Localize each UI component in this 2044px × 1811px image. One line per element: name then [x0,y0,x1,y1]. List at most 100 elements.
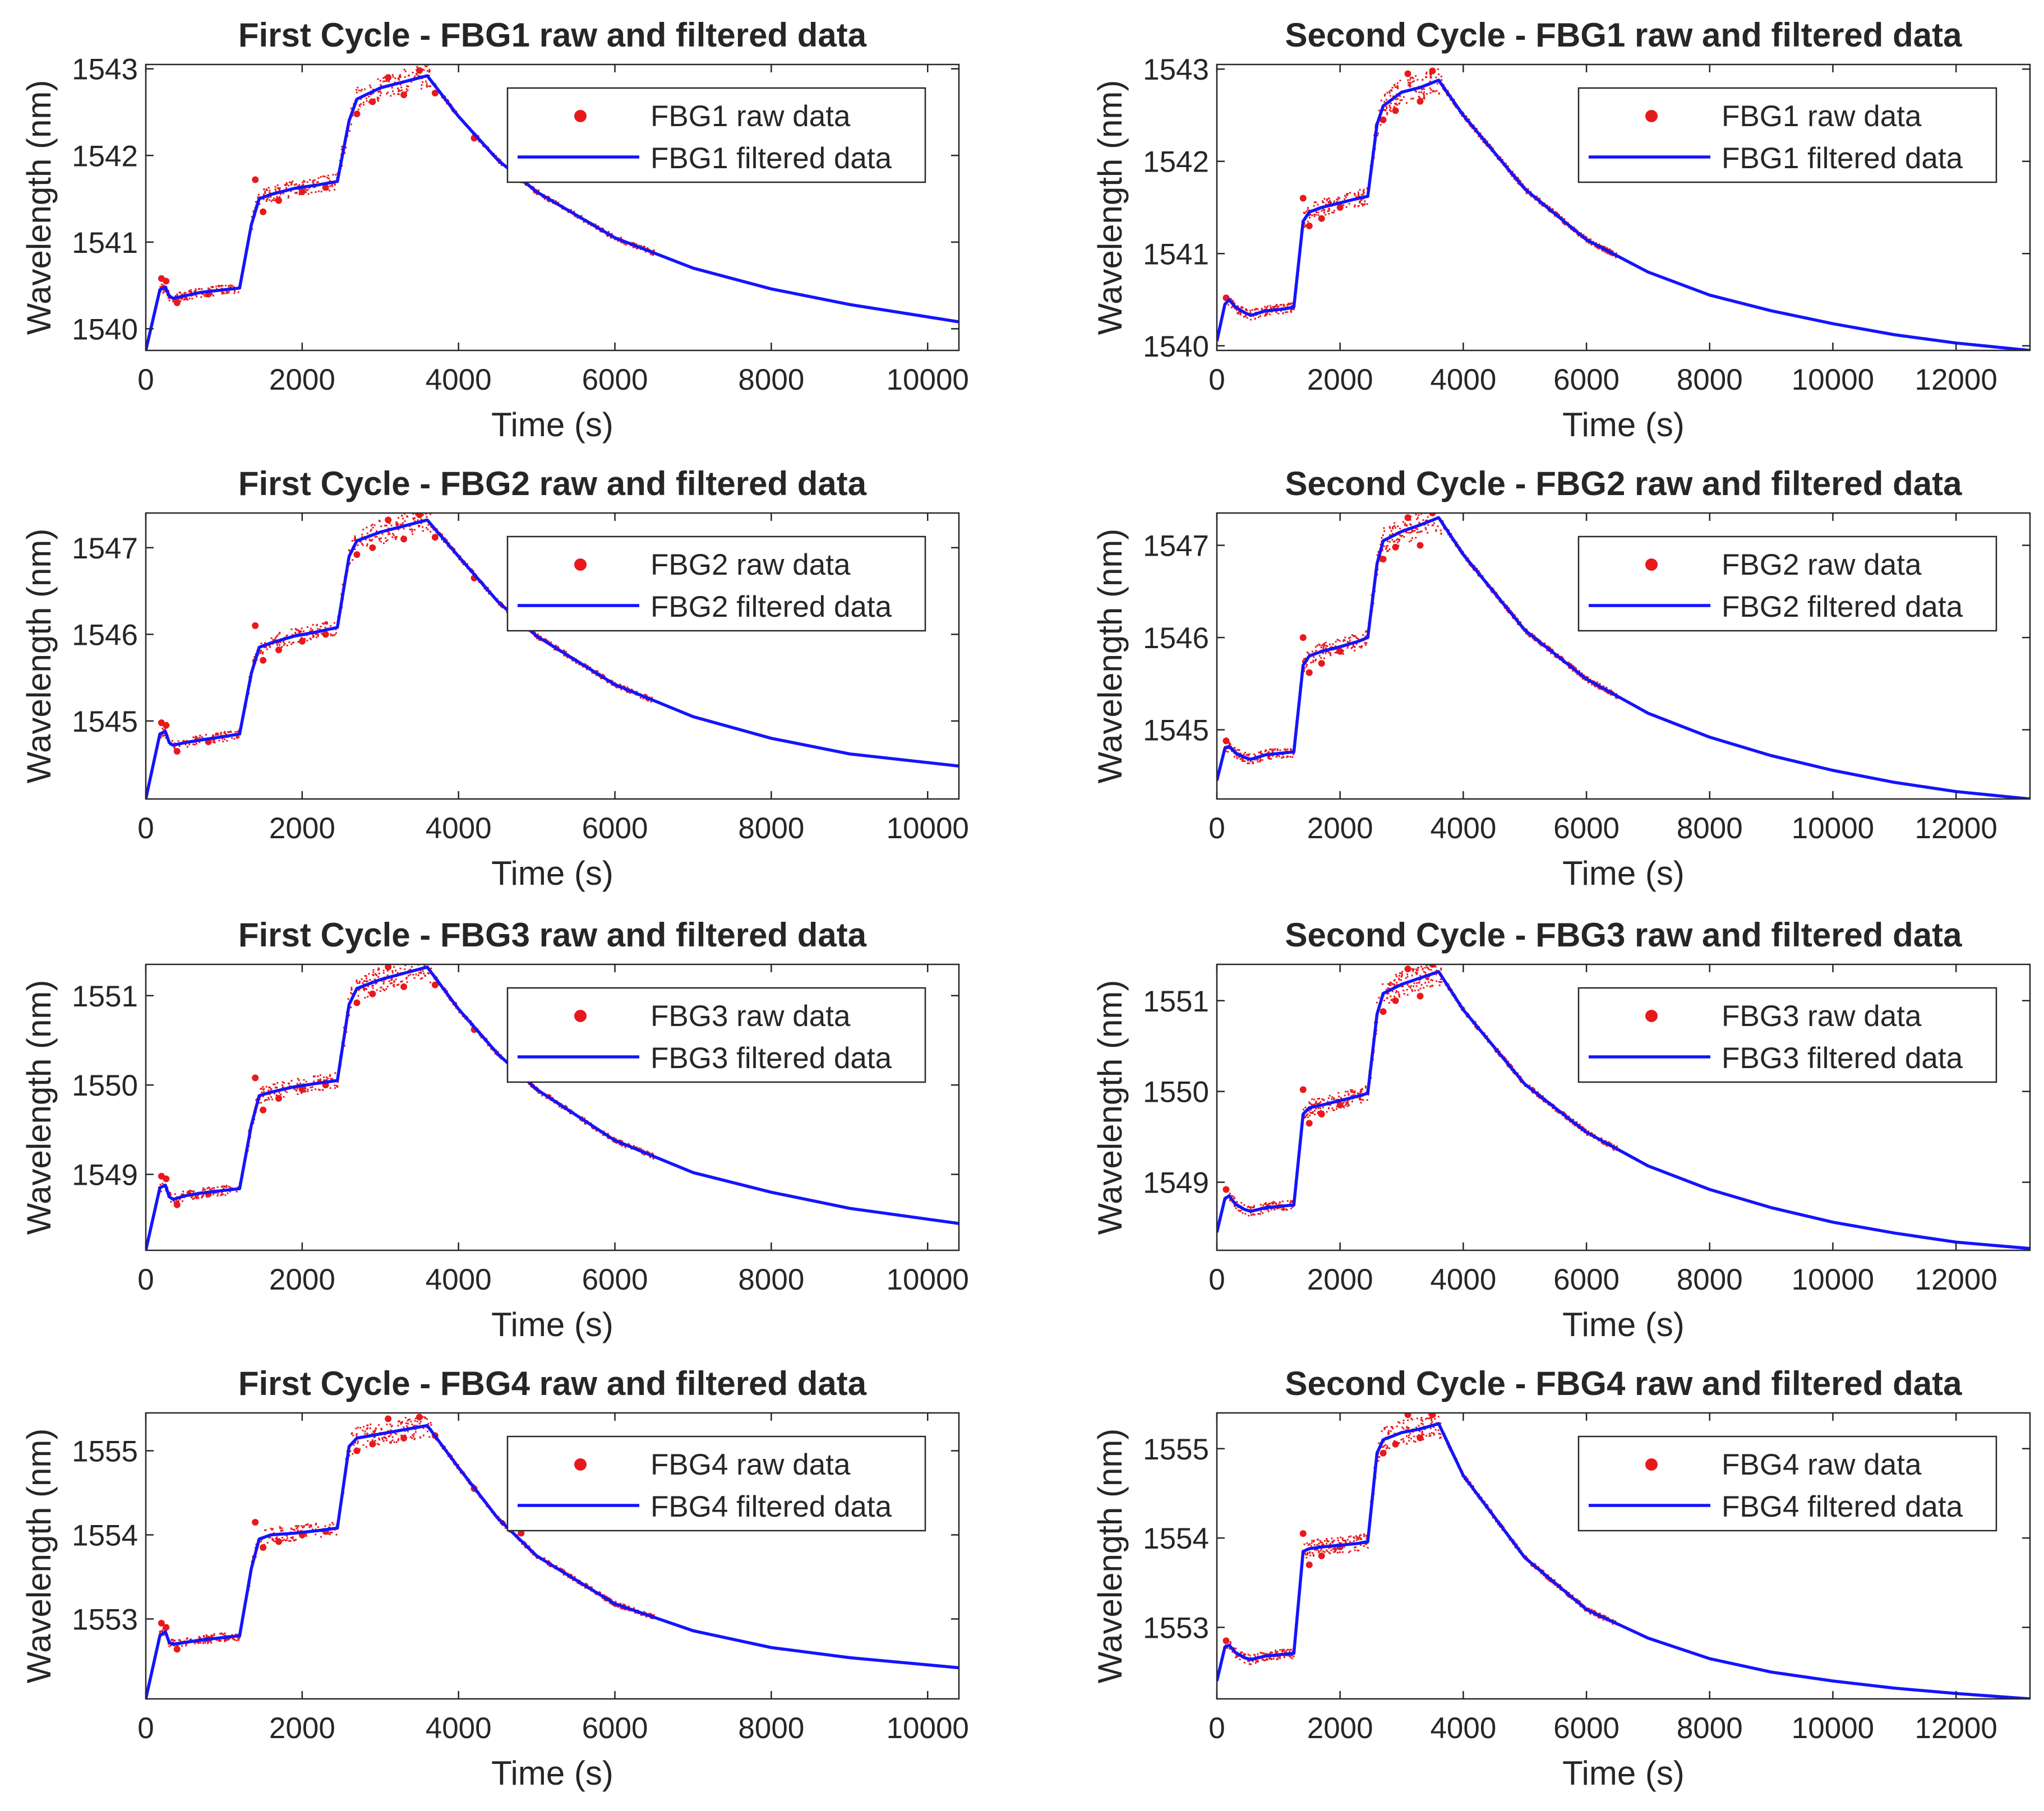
raw-noise-point [1362,205,1364,207]
raw-noise-point [1577,234,1580,237]
raw-noise-point [349,130,351,132]
raw-noise-point [309,630,311,632]
raw-noise-point [1246,317,1248,319]
raw-noise-point [1347,193,1349,195]
raw-noise-point [363,989,365,991]
raw-noise-point [1293,753,1295,755]
raw-noise-point [644,246,646,248]
raw-noise-point [404,513,406,515]
raw-noise-point [466,563,468,565]
raw-noise-point [426,516,428,518]
raw-noise-point [1561,655,1563,658]
raw-data-point [1336,648,1344,655]
raw-noise-point [298,184,301,186]
raw-noise-point [1438,93,1440,95]
raw-noise-point [412,71,414,73]
raw-noise-point [1425,73,1427,75]
y-tick-label: 1540 [72,313,138,346]
raw-noise-point [381,533,384,535]
raw-noise-point [271,199,274,201]
raw-noise-point [636,691,638,693]
raw-noise-point [1357,638,1359,640]
raw-noise-point [269,199,271,201]
raw-noise-point [331,185,334,187]
raw-noise-point [1225,750,1228,752]
raw-noise-point [537,1092,539,1094]
raw-noise-point [285,1091,288,1093]
x-tick-label: 10000 [1792,363,1874,396]
raw-noise-point [279,193,282,195]
raw-noise-point [1286,304,1289,306]
raw-noise-point [1254,318,1256,320]
raw-noise-point [1406,994,1409,996]
raw-data-point [385,964,392,971]
x-tick-label: 0 [137,812,154,845]
raw-noise-point [1412,98,1414,100]
raw-noise-point [276,1086,278,1088]
raw-noise-point [1390,102,1392,104]
raw-noise-point [380,92,382,94]
raw-noise-point [224,1186,226,1188]
raw-noise-point [407,85,409,87]
raw-noise-point [1386,112,1388,114]
raw-noise-point [478,140,480,142]
raw-noise-point [421,977,423,979]
raw-noise-point [1415,75,1417,77]
raw-noise-point [1364,641,1366,644]
raw-noise-point [350,992,352,994]
raw-noise-point [1282,756,1285,758]
legend-box [506,87,926,183]
raw-noise-point [1275,311,1277,313]
raw-noise-point [311,1086,313,1088]
raw-noise-point [1363,192,1365,194]
raw-noise-point [1365,644,1367,646]
raw-noise-point [536,637,538,640]
raw-noise-point [380,986,382,988]
raw-noise-point [1359,189,1361,191]
subplot-4: 0 2000 4000 6000 8000 10000 12000154515461547S… [1091,465,2031,892]
raw-noise-point [1231,299,1234,302]
raw-noise-point [356,981,358,983]
raw-noise-point [1392,526,1394,528]
raw-noise-point [1415,527,1417,529]
raw-noise-point [1419,530,1422,533]
raw-noise-point [1266,313,1268,315]
raw-noise-point [409,973,412,976]
raw-noise-point [364,88,366,90]
raw-noise-point [1277,306,1280,308]
raw-noise-point [1585,1128,1587,1130]
filtered-data-line [146,965,959,1250]
raw-noise-point [399,74,402,76]
raw-noise-point [1247,763,1249,765]
raw-noise-point [1609,694,1612,696]
raw-noise-point [547,196,549,198]
raw-noise-point [1395,102,1397,104]
raw-noise-point [1385,545,1387,547]
raw-noise-point [320,1078,322,1080]
x-axis-label: Time (s) [1562,854,1685,892]
raw-noise-point [347,998,349,1000]
raw-noise-point [363,980,365,982]
raw-noise-point [326,621,328,623]
raw-noise-point [261,652,264,654]
raw-noise-point [1326,199,1328,201]
raw-noise-point [387,91,389,94]
raw-noise-point [1330,654,1332,657]
raw-data-point [1417,542,1424,549]
subplot-6: 0 2000 4000 6000 8000 10000 12000154915501551S… [1091,916,2031,1343]
raw-noise-point [366,526,368,529]
raw-noise-point [224,1194,227,1196]
raw-noise-point [1534,198,1537,201]
raw-noise-point [1315,211,1317,213]
raw-noise-point [1344,195,1346,197]
raw-noise-point [163,729,165,731]
raw-noise-point [274,639,276,641]
raw-noise-point [407,516,409,518]
raw-noise-point [1362,634,1364,636]
raw-noise-point [564,1105,566,1107]
raw-noise-point [274,1087,276,1089]
y-tick-label: 1545 [72,705,138,738]
raw-noise-point [308,187,310,189]
raw-noise-point [196,743,198,745]
